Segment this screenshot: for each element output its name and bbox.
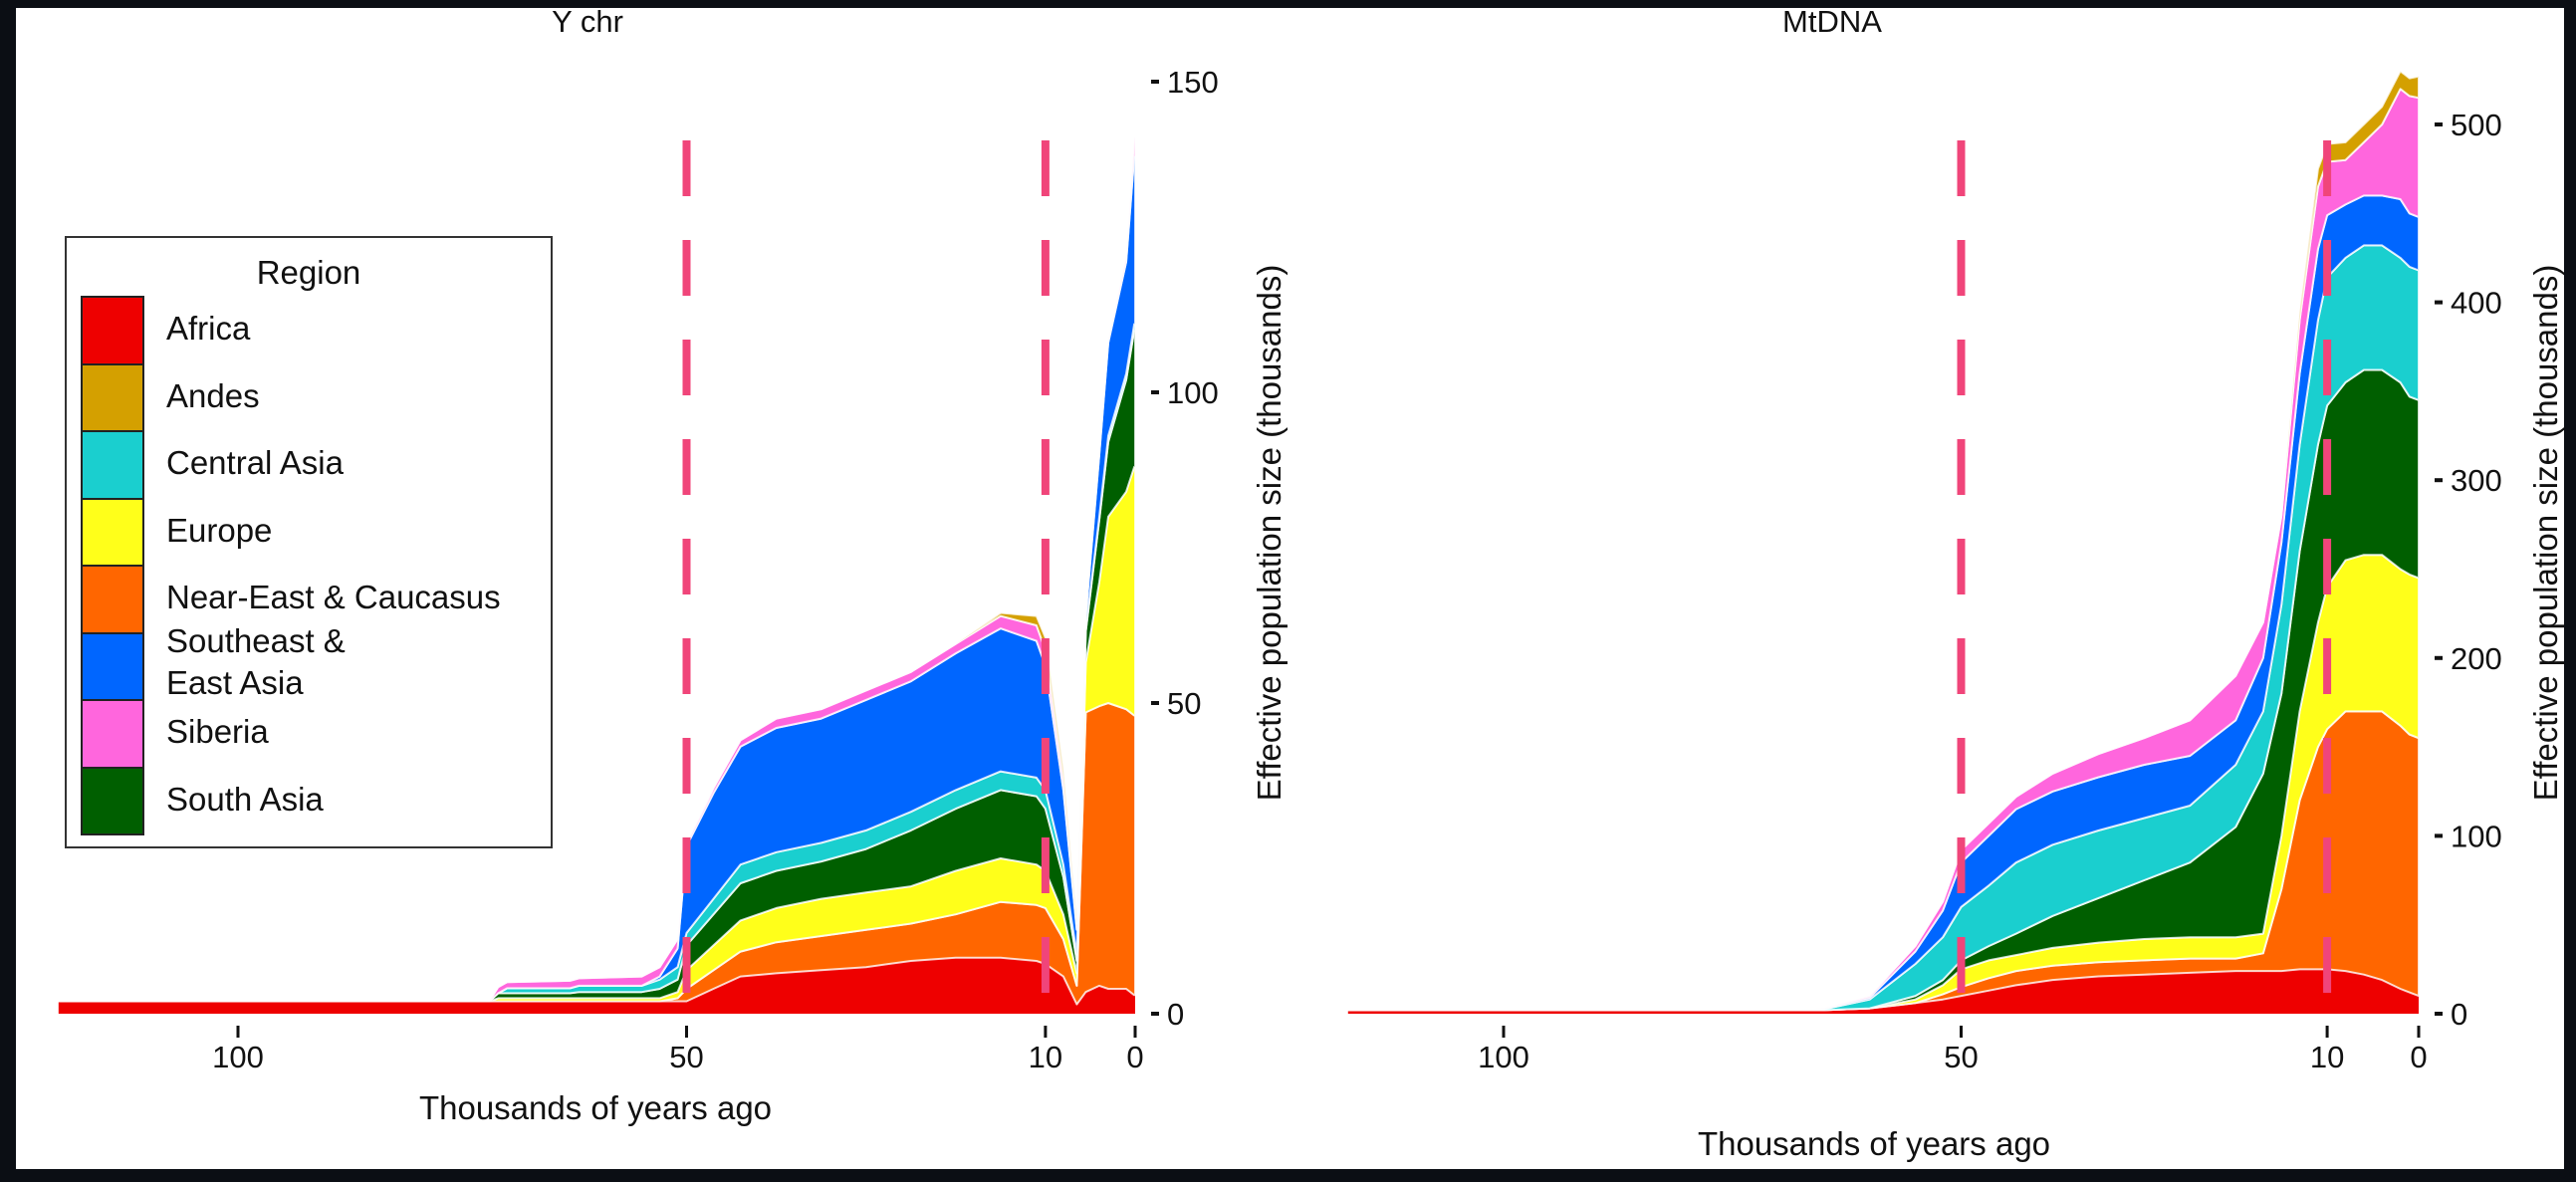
y-tick-mark (1151, 1012, 1159, 1016)
x-tick-mark (1960, 1026, 1963, 1038)
chart-title: Y chr (552, 8, 623, 39)
x-axis-title: Thousands of years ago (419, 1089, 772, 1126)
legend-label: Siberia (166, 713, 269, 750)
legend-label: Andes (166, 376, 260, 414)
y-axis-title: Effective population size (thousands) (1251, 265, 1288, 802)
x-tick-label: 100 (212, 1040, 264, 1074)
y-tick-label: 150 (1167, 65, 1219, 100)
y-tick-label: 0 (1167, 997, 1184, 1032)
y-tick-label: 200 (2451, 641, 2502, 676)
y-tick-label: 50 (1167, 686, 1201, 721)
x-tick-mark (2325, 1026, 2329, 1038)
x-tick-mark (1133, 1026, 1137, 1038)
y-tick-mark (2435, 833, 2443, 838)
y-tick-mark (2435, 655, 2443, 660)
x-axis-title: Thousands of years ago (1698, 1125, 2050, 1162)
area-africa (1347, 969, 2419, 1014)
legend-label: Africa (166, 310, 251, 347)
x-tick-label: 10 (2310, 1040, 2344, 1074)
area-andes (1346, 70, 2420, 1012)
legend-swatch (81, 766, 144, 835)
x-tick-mark (685, 1026, 688, 1038)
legend-label: Southeast & (166, 621, 346, 659)
y-tick-mark (2435, 478, 2443, 483)
legend-swatch (81, 631, 144, 701)
y-axis-title: Effective population size (thousands) (2527, 265, 2564, 802)
x-tick-label: 100 (1478, 1040, 1529, 1074)
chart-title: MtDNA (1782, 8, 1882, 39)
y-tick-label: 100 (1167, 375, 1219, 410)
y-tick-label: 400 (2451, 286, 2502, 321)
x-tick-label: 0 (1126, 1040, 1143, 1074)
legend-swatch (81, 497, 144, 567)
x-tick-label: 0 (2410, 1040, 2427, 1074)
x-tick-label: 10 (1029, 1040, 1062, 1074)
y-tick-mark (1151, 390, 1159, 394)
y-tick-label: 100 (2451, 819, 2502, 853)
y-tick-mark (1151, 701, 1159, 705)
legend-swatch (81, 565, 144, 634)
legend-swatch (81, 296, 144, 365)
x-tick-mark (1502, 1026, 1506, 1038)
y-tick-mark (2435, 300, 2443, 305)
legend-swatch (81, 362, 144, 432)
y-tick-label: 500 (2451, 108, 2502, 142)
legend-label: South Asia (166, 780, 324, 818)
x-tick-label: 50 (669, 1040, 703, 1074)
y-tick-label: 300 (2451, 463, 2502, 498)
x-tick-mark (236, 1026, 240, 1038)
legend-label: Near-East & Caucasus (166, 579, 501, 615)
area-africa (58, 957, 1135, 1014)
y-tick-label: 0 (2451, 997, 2467, 1032)
y-tick-mark (1151, 80, 1159, 84)
figure-canvas: Y chr 0 50 100 150 100 50 10 0 Thousands of years… (16, 8, 2564, 1169)
legend-label: Europe (166, 511, 273, 549)
legend: Region Africa Andes Central Asia Europe Near… (65, 236, 553, 848)
x-tick-label: 50 (1944, 1040, 1978, 1074)
legend-label: Central Asia (166, 444, 344, 481)
legend-label-line2: East Asia (166, 663, 304, 701)
y-tick-mark (2435, 122, 2443, 126)
x-tick-mark (1044, 1026, 1048, 1038)
legend-swatch (81, 699, 144, 769)
x-tick-mark (2417, 1026, 2421, 1038)
legend-title: Region (256, 254, 361, 291)
y-tick-mark (2435, 1012, 2443, 1016)
legend-swatch (81, 430, 144, 500)
